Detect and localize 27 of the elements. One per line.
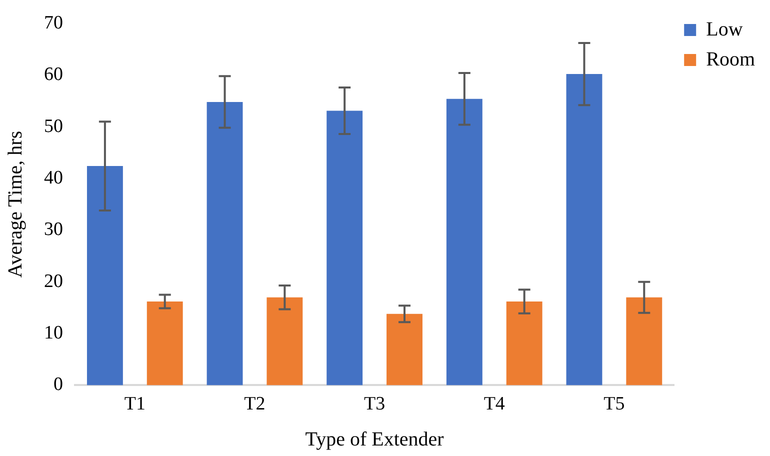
legend-label: Room [706, 48, 756, 70]
y-axis-title: Average Time, hrs [4, 130, 26, 278]
bar [386, 314, 422, 386]
bar [146, 301, 183, 386]
legend-label: Low [706, 18, 744, 40]
bar [266, 297, 303, 386]
bar [566, 74, 602, 386]
y-tick-label: 60 [44, 64, 63, 86]
y-tick-label: 20 [44, 270, 63, 292]
x-axis-title: Type of Extender [305, 428, 444, 450]
y-tick-label: 10 [44, 322, 63, 344]
y-tick-label: 70 [44, 12, 63, 34]
bar [326, 110, 363, 386]
x-tick-label: T1 [124, 394, 146, 415]
x-tick-label: T4 [484, 394, 506, 415]
y-tick-label: 30 [44, 219, 63, 240]
y-tick-label: 40 [44, 167, 63, 188]
bar [506, 301, 542, 386]
bar [206, 102, 243, 386]
x-tick-label: T3 [364, 394, 386, 415]
y-tick-label: 50 [44, 116, 63, 137]
x-tick-label: T2 [244, 394, 266, 415]
x-tick-label: T5 [604, 394, 625, 415]
y-tick-label: 0 [54, 374, 63, 396]
bar [86, 166, 123, 386]
bar [626, 297, 662, 386]
bar [446, 98, 482, 386]
